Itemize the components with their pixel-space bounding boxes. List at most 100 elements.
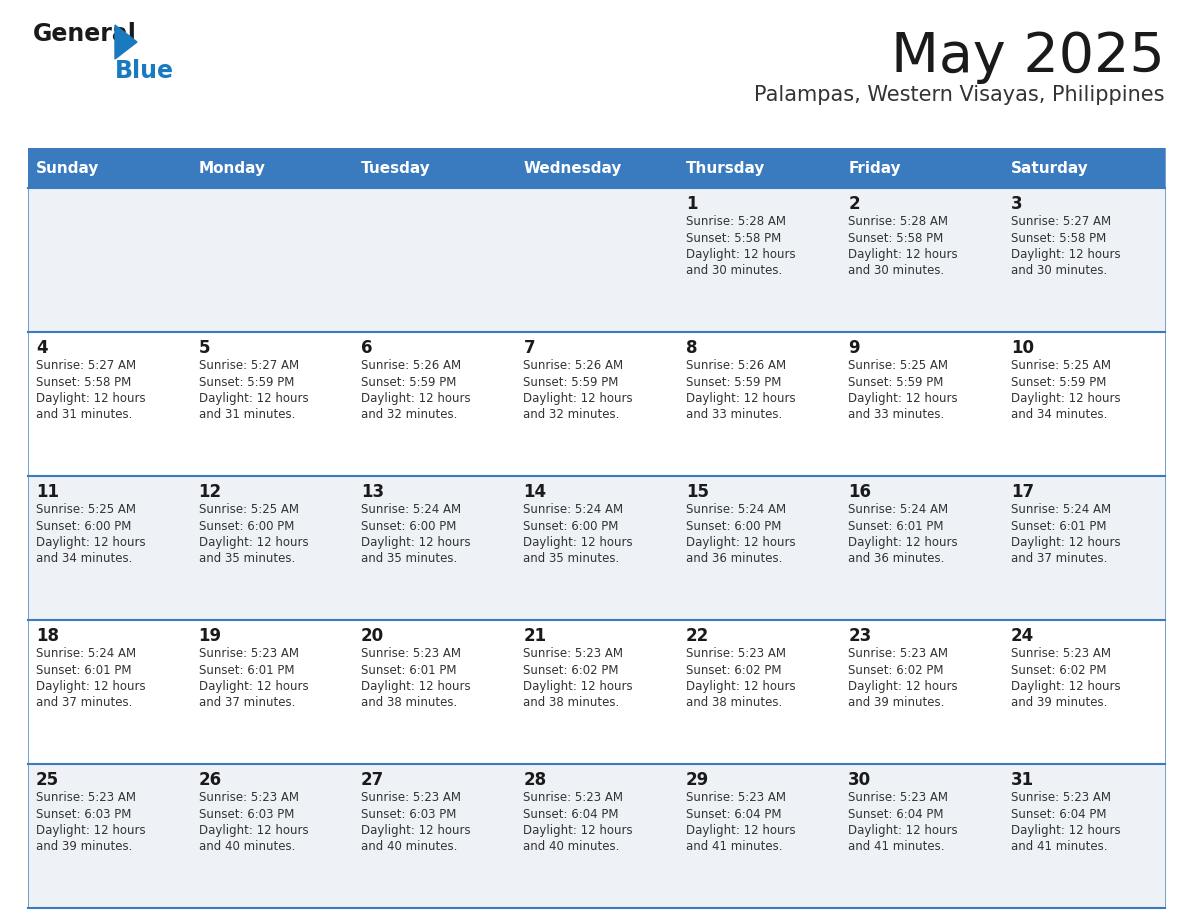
Text: Sunset: 6:00 PM: Sunset: 6:00 PM [685,520,782,532]
Text: Sunrise: 5:23 AM: Sunrise: 5:23 AM [1011,647,1111,660]
Text: Sunset: 6:04 PM: Sunset: 6:04 PM [848,808,943,821]
Text: Daylight: 12 hours: Daylight: 12 hours [848,824,958,837]
Text: Palampas, Western Visayas, Philippines: Palampas, Western Visayas, Philippines [754,85,1165,105]
Text: and 35 minutes.: and 35 minutes. [361,553,457,565]
Text: Daylight: 12 hours: Daylight: 12 hours [1011,680,1120,693]
Text: Sunrise: 5:23 AM: Sunrise: 5:23 AM [848,791,948,804]
Text: Sunrise: 5:23 AM: Sunrise: 5:23 AM [1011,791,1111,804]
Text: Daylight: 12 hours: Daylight: 12 hours [36,680,146,693]
Text: 29: 29 [685,771,709,789]
Text: 27: 27 [361,771,384,789]
Text: Tuesday: Tuesday [361,161,431,175]
Text: and 38 minutes.: and 38 minutes. [685,697,782,710]
Text: 9: 9 [848,339,860,357]
Text: and 35 minutes.: and 35 minutes. [524,553,620,565]
Text: Sunset: 6:03 PM: Sunset: 6:03 PM [36,808,132,821]
Text: and 31 minutes.: and 31 minutes. [36,409,133,421]
Text: Thursday: Thursday [685,161,765,175]
Bar [1003,148,1165,188]
Bar [1003,332,1165,476]
Text: 16: 16 [848,483,871,501]
Text: Daylight: 12 hours: Daylight: 12 hours [361,680,470,693]
Bar [677,148,840,188]
Bar [353,188,516,332]
Bar [516,188,677,332]
Text: and 40 minutes.: and 40 minutes. [361,841,457,854]
Text: and 37 minutes.: and 37 minutes. [198,697,295,710]
Text: Sunrise: 5:23 AM: Sunrise: 5:23 AM [524,791,624,804]
Text: Sunset: 6:04 PM: Sunset: 6:04 PM [685,808,782,821]
Text: 15: 15 [685,483,709,501]
Text: Sunset: 5:59 PM: Sunset: 5:59 PM [1011,375,1106,388]
Text: 10: 10 [1011,339,1034,357]
Bar [840,332,1003,476]
Text: Daylight: 12 hours: Daylight: 12 hours [685,392,796,405]
Text: Monday: Monday [198,161,266,175]
Text: Sunset: 5:59 PM: Sunset: 5:59 PM [848,375,943,388]
Text: Sunset: 6:01 PM: Sunset: 6:01 PM [1011,520,1106,532]
Text: Sunset: 6:02 PM: Sunset: 6:02 PM [524,664,619,677]
Text: Sunset: 6:01 PM: Sunset: 6:01 PM [361,664,456,677]
Bar [29,332,190,476]
Text: 4: 4 [36,339,48,357]
Text: General: General [33,22,137,46]
Text: Daylight: 12 hours: Daylight: 12 hours [198,392,308,405]
Text: Sunrise: 5:27 AM: Sunrise: 5:27 AM [36,359,137,372]
Bar [840,188,1003,332]
Text: 21: 21 [524,627,546,645]
Text: 3: 3 [1011,195,1023,213]
Text: and 35 minutes.: and 35 minutes. [198,553,295,565]
Text: 24: 24 [1011,627,1034,645]
Text: and 40 minutes.: and 40 minutes. [524,841,620,854]
Bar [353,476,516,620]
Text: Sunset: 5:58 PM: Sunset: 5:58 PM [685,231,781,244]
Text: Sunrise: 5:23 AM: Sunrise: 5:23 AM [198,791,298,804]
Bar [190,148,353,188]
Text: Sunset: 6:01 PM: Sunset: 6:01 PM [36,664,132,677]
Text: Sunset: 6:01 PM: Sunset: 6:01 PM [848,520,943,532]
Text: Daylight: 12 hours: Daylight: 12 hours [361,392,470,405]
Bar [353,332,516,476]
Text: Sunrise: 5:23 AM: Sunrise: 5:23 AM [361,647,461,660]
Text: Daylight: 12 hours: Daylight: 12 hours [848,536,958,549]
Text: Sunset: 5:59 PM: Sunset: 5:59 PM [361,375,456,388]
Text: and 36 minutes.: and 36 minutes. [685,553,782,565]
Text: Sunset: 6:00 PM: Sunset: 6:00 PM [198,520,293,532]
Text: Sunrise: 5:25 AM: Sunrise: 5:25 AM [1011,359,1111,372]
Text: Saturday: Saturday [1011,161,1088,175]
Text: 2: 2 [848,195,860,213]
Text: Daylight: 12 hours: Daylight: 12 hours [1011,248,1120,261]
Text: 19: 19 [198,627,222,645]
Text: Sunrise: 5:23 AM: Sunrise: 5:23 AM [361,791,461,804]
Text: and 38 minutes.: and 38 minutes. [524,697,620,710]
Text: 22: 22 [685,627,709,645]
Bar [190,764,353,908]
Text: Sunset: 6:00 PM: Sunset: 6:00 PM [361,520,456,532]
Text: Sunset: 5:58 PM: Sunset: 5:58 PM [1011,231,1106,244]
Text: Daylight: 12 hours: Daylight: 12 hours [198,536,308,549]
Text: Daylight: 12 hours: Daylight: 12 hours [524,536,633,549]
Text: Sunrise: 5:27 AM: Sunrise: 5:27 AM [198,359,298,372]
Bar [677,476,840,620]
Bar [353,764,516,908]
Text: 17: 17 [1011,483,1034,501]
Text: 1: 1 [685,195,697,213]
Text: Daylight: 12 hours: Daylight: 12 hours [361,536,470,549]
Text: and 37 minutes.: and 37 minutes. [1011,553,1107,565]
Text: Friday: Friday [848,161,901,175]
Bar [190,620,353,764]
Bar [677,764,840,908]
Bar [29,148,190,188]
Bar [677,188,840,332]
Text: Sunset: 5:59 PM: Sunset: 5:59 PM [685,375,782,388]
Bar [840,148,1003,188]
Text: Sunset: 6:01 PM: Sunset: 6:01 PM [198,664,295,677]
Text: 20: 20 [361,627,384,645]
Bar [840,620,1003,764]
Text: Sunrise: 5:25 AM: Sunrise: 5:25 AM [36,503,137,516]
Text: 28: 28 [524,771,546,789]
Text: Sunday: Sunday [36,161,100,175]
Bar [516,148,677,188]
Bar [516,476,677,620]
Text: Sunrise: 5:26 AM: Sunrise: 5:26 AM [524,359,624,372]
